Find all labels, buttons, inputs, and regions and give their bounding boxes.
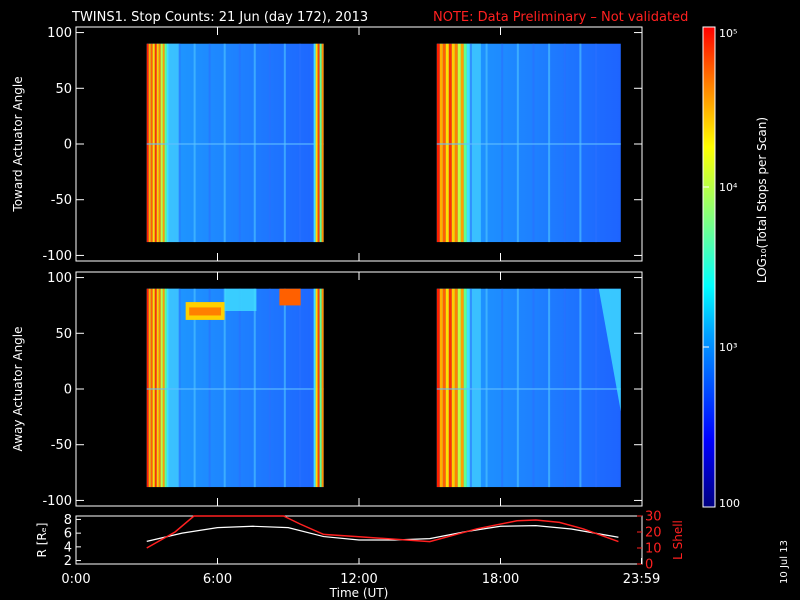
l-shell-series-line: [146, 515, 619, 549]
toward-y-label: Toward Actuator Angle: [11, 76, 25, 212]
l-shell-tick-label: 10: [645, 542, 662, 557]
x-tick-label: 23:59: [623, 572, 660, 587]
l-shell-axis-label: L Shell: [671, 520, 685, 560]
chart-title: TWINS1. Stop Counts: 21 Jun (day 172), 2…: [71, 10, 368, 25]
toward-y-tick-label: 0: [64, 138, 72, 153]
away-heatmap-panel: 100 50 0 -50 -100 Away Actuator Angle: [11, 271, 643, 509]
away-y-tick-label: 0: [64, 383, 72, 398]
scan-block-away-2: [436, 288, 621, 488]
away-y-label: Away Actuator Angle: [11, 326, 25, 451]
toward-y-tick-label: 100: [47, 26, 72, 41]
data-note: NOTE: Data Preliminary – Not validated: [433, 10, 688, 25]
toward-y-tick-label: -100: [42, 249, 72, 264]
colorbar-tick-label: 10³: [719, 341, 737, 354]
colorbar-gradient: [702, 26, 716, 508]
l-shell-tick-label: 0: [645, 558, 653, 573]
x-tick-label: 12:00: [340, 572, 377, 587]
l-shell-tick-label: 20: [645, 526, 662, 541]
x-axis-label: Time (UT): [329, 586, 389, 600]
away-y-tick-label: -50: [51, 438, 72, 453]
scan-block-away-1: [146, 288, 324, 488]
r-series-line: [146, 524, 619, 542]
away-y-tick-label: 100: [47, 271, 72, 286]
colorbar-tick-label: 10⁵: [719, 27, 737, 40]
colorbar: 10⁵ 10⁴ 10³ 100 LOG₁₀(Total Stops per Scan): [702, 26, 769, 510]
away-y-tick-label: -100: [42, 494, 72, 509]
toward-y-tick-label: 50: [55, 82, 72, 97]
scan-block-toward-2: [436, 43, 621, 243]
date-stamp: 10 Jul 13: [779, 540, 790, 584]
toward-heatmap-panel: 100 50 0 -50 -100 Toward Actuator Angle: [11, 26, 643, 264]
r-tick-label: 4: [64, 540, 72, 555]
colorbar-tick-label: 10⁴: [719, 181, 738, 194]
away-y-tick-label: 50: [55, 327, 72, 342]
colorbar-label: LOG₁₀(Total Stops per Scan): [755, 117, 769, 283]
x-tick-label: 0:00: [61, 572, 90, 587]
r-tick-label: 2: [64, 554, 72, 569]
x-tick-label: 6:00: [203, 572, 232, 587]
toward-y-tick-label: -50: [51, 193, 72, 208]
r-tick-label: 6: [64, 527, 72, 542]
x-tick-label: 18:00: [482, 572, 519, 587]
r-axis-label: R [Rₑ]: [35, 523, 49, 558]
colorbar-tick-label: 100: [719, 497, 740, 510]
scan-block-toward-1: [146, 43, 324, 243]
r-tick-label: 8: [64, 513, 72, 528]
l-shell-tick-label: 30: [645, 510, 662, 525]
